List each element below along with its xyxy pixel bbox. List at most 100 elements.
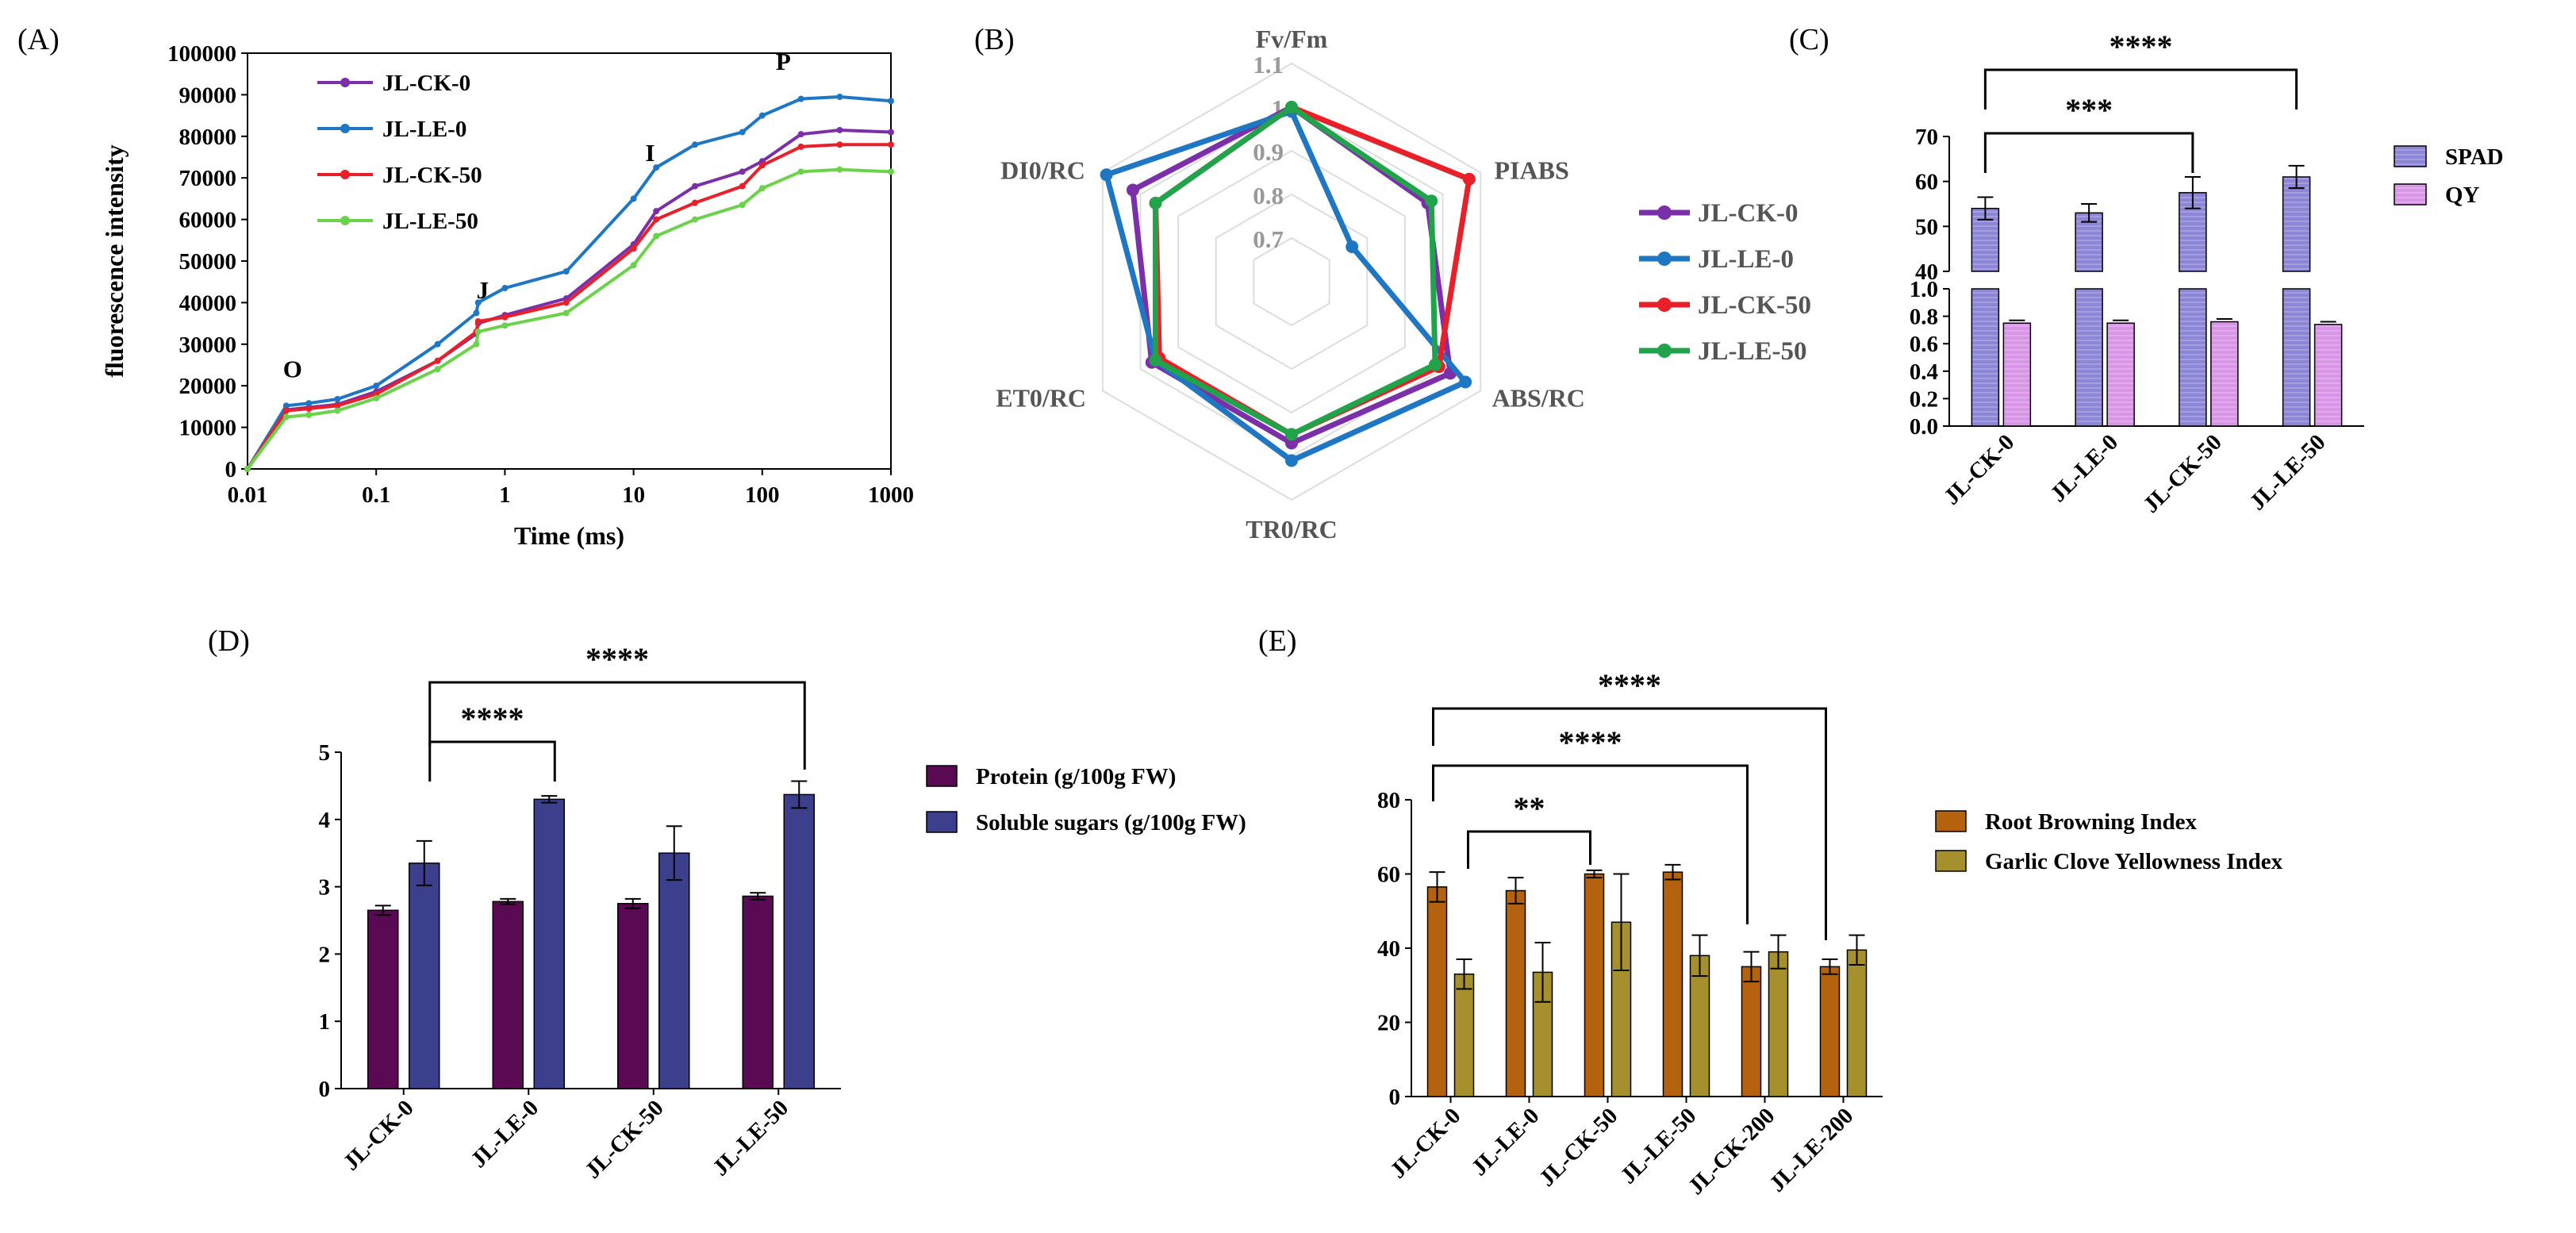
- data-point-JL-CK-0: [691, 182, 698, 190]
- legend-label: JL-CK-0: [1698, 199, 1799, 228]
- significance-label: ***: [2065, 92, 2113, 128]
- data-point-JL-LE-0: [305, 400, 313, 407]
- data-point-JL-LE-50: [739, 202, 746, 209]
- legend-marker: [340, 170, 350, 179]
- bar-SPAD-lower: [2179, 288, 2207, 427]
- x-tick-label: 1000: [868, 482, 914, 508]
- x-category-label: JL-CK-50: [1534, 1103, 1622, 1191]
- bar-QY: [2002, 322, 2032, 427]
- data-point-JL-LE-50: [691, 216, 698, 223]
- data-point-JL-LE-50: [282, 413, 290, 421]
- radar-grid-ring: [1253, 236, 1330, 327]
- data-point-JL-LE-50: [473, 340, 480, 348]
- legend-swatch: [926, 811, 958, 833]
- significance-bracket: [428, 681, 806, 770]
- radar-point: [1462, 172, 1476, 186]
- data-point-JL-CK-0: [836, 126, 843, 133]
- data-point-JL-LE-50: [474, 328, 482, 336]
- y-tick-label: 10000: [179, 416, 237, 441]
- data-point-JL-LE-50: [501, 322, 509, 329]
- legend-label: JL-LE-0: [1698, 245, 1794, 274]
- bar-Soluble sugars (g/100g FW): [658, 852, 690, 1089]
- significance-label: **: [1514, 790, 1545, 826]
- x-tick-label: 10: [622, 482, 645, 508]
- y-tick-label: 50: [1915, 214, 1938, 240]
- radar-grid-ring: [1177, 149, 1406, 414]
- y-tick-label: 0.0: [1910, 414, 1938, 440]
- legend-label: Soluble sugars (g/100g FW): [976, 810, 1246, 835]
- data-point-JL-LE-50: [836, 166, 843, 173]
- data-point-JL-LE-0: [282, 402, 290, 409]
- data-point-JL-LE-0: [653, 164, 660, 171]
- series-line-JL-CK-50: [246, 143, 891, 471]
- data-point-JL-LE-0: [739, 129, 746, 136]
- y-tick-label: 4: [319, 808, 331, 833]
- legend-label: JL-LE-50: [1698, 337, 1807, 366]
- data-point-JL-LE-0: [434, 340, 441, 348]
- bar-Root Browning Index: [1819, 966, 1841, 1097]
- legend-marker: [1657, 344, 1672, 358]
- phase-label: O: [283, 355, 302, 383]
- y-tick-label: 100000: [167, 41, 236, 67]
- significance-label: ****: [2110, 29, 2173, 64]
- y-tick-label: 20: [1377, 1011, 1400, 1036]
- bar-SPAD-lower: [2282, 288, 2311, 427]
- data-point-JL-CK-0: [888, 129, 894, 136]
- legend-label: JL-CK-0: [382, 71, 470, 96]
- data-point-JL-CK-0: [653, 208, 660, 215]
- legend-marker: [340, 216, 350, 225]
- bar-Protein (g/100g FW): [617, 903, 649, 1089]
- y-tick-label: 0.2: [1910, 386, 1938, 412]
- data-point-JL-LE-50: [434, 366, 441, 373]
- x-category-label: JL-CK-0: [338, 1095, 418, 1175]
- y-tick-label: 1.0: [1910, 277, 1938, 302]
- y-tick-label: 2: [319, 942, 331, 967]
- bar-SPAD-lower: [1971, 288, 2000, 427]
- bar-Root Browning Index: [1741, 966, 1762, 1097]
- radar-point: [1346, 240, 1359, 253]
- panel-d-label: (D): [208, 624, 250, 658]
- data-point-JL-CK-50: [758, 162, 766, 169]
- x-category-label: JL-LE-50: [2244, 429, 2330, 515]
- x-tick-label: 100: [745, 482, 780, 508]
- x-category-label: JL-LE-0: [1467, 1103, 1545, 1181]
- phase-label: P: [776, 48, 791, 75]
- data-point-JL-CK-50: [691, 199, 698, 206]
- y-tick-label: 80000: [179, 125, 237, 150]
- legend-swatch: [2394, 145, 2427, 167]
- legend-swatch: [1935, 850, 1967, 872]
- data-point-JL-CK-50: [630, 245, 637, 252]
- data-point-JL-LE-0: [474, 299, 482, 306]
- x-axis-title: Time (ms): [514, 521, 624, 550]
- data-point-JL-CK-50: [836, 141, 843, 148]
- radar-point: [1459, 375, 1472, 389]
- x-category-label: JL-LE-200: [1764, 1103, 1858, 1197]
- radar-point: [1149, 197, 1162, 209]
- data-point-JL-LE-0: [836, 94, 843, 101]
- bar-SPAD: [2282, 176, 2311, 272]
- x-category-label: JL-CK-50: [580, 1095, 668, 1183]
- bar-QY: [2210, 321, 2239, 427]
- data-point-JL-CK-50: [305, 405, 313, 413]
- y-tick-label: 5: [319, 740, 331, 766]
- data-point-JL-LE-0: [691, 141, 698, 148]
- legend-label: Garlic Clove Yellowness Index: [1985, 849, 2283, 874]
- data-point-JL-LE-0: [473, 309, 480, 317]
- data-point-JL-CK-50: [562, 299, 570, 306]
- data-point-JL-LE-50: [653, 232, 660, 240]
- radar-axis-label: ET0/RC: [996, 384, 1086, 413]
- radar-axis-label: DI0/RC: [1000, 156, 1085, 185]
- panel-e-label: (E): [1258, 624, 1297, 658]
- data-point-JL-LE-50: [244, 466, 251, 472]
- y-tick-label: 40: [1377, 936, 1400, 962]
- radar-point: [1100, 168, 1113, 182]
- radar-point: [1285, 101, 1298, 113]
- data-point-JL-CK-50: [739, 182, 746, 190]
- ring-label: 0.7: [1253, 225, 1284, 253]
- data-point-JL-LE-50: [758, 185, 766, 192]
- significance-label: ****: [1559, 724, 1622, 760]
- bar-Soluble sugars (g/100g FW): [533, 798, 565, 1089]
- data-point-JL-LE-50: [562, 309, 570, 317]
- panel-b-radar-chart: 0.70.80.911.1Fv/FmPIABSABS/RCTR0/RCET0/R…: [996, 25, 1811, 544]
